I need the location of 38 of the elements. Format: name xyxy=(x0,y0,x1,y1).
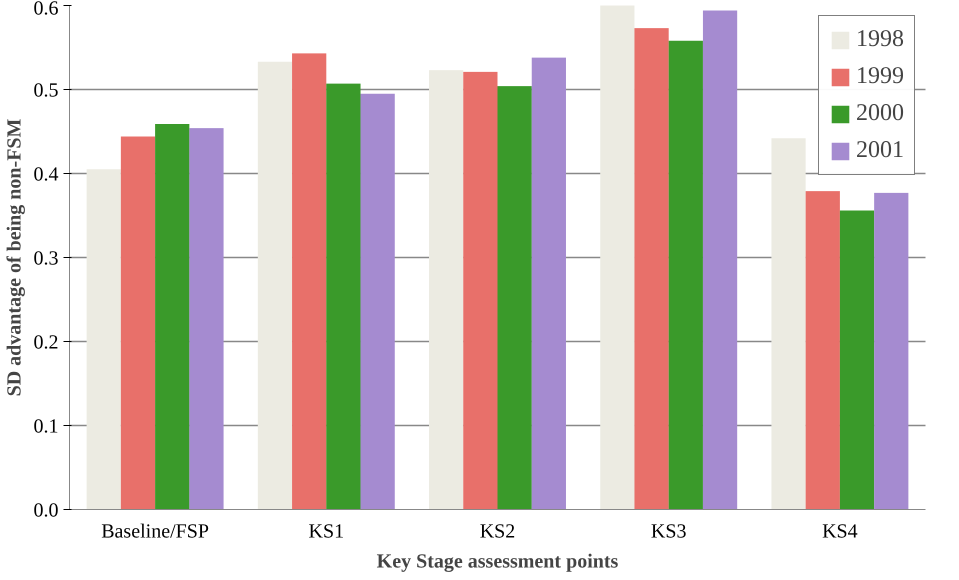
bar xyxy=(155,124,190,510)
bar xyxy=(292,53,326,510)
bar xyxy=(532,58,566,510)
x-tick-label: KS1 xyxy=(308,520,344,542)
bar xyxy=(498,86,532,510)
bar xyxy=(360,94,395,510)
bar xyxy=(771,138,806,510)
x-tick-label: KS2 xyxy=(480,520,516,542)
bar xyxy=(806,191,840,510)
legend-label: 2000 xyxy=(856,100,904,127)
legend-label: 1999 xyxy=(856,63,904,90)
bar xyxy=(189,128,224,510)
y-tick-label: 0.6 xyxy=(34,0,58,20)
x-axis-title: Key Stage assessment points xyxy=(376,550,619,572)
bar xyxy=(634,28,669,510)
y-tick-label: 0.4 xyxy=(34,164,58,186)
bar xyxy=(326,84,361,510)
legend-label: 1998 xyxy=(856,26,904,53)
bar xyxy=(463,72,498,510)
bar xyxy=(840,210,874,510)
bar xyxy=(120,136,156,510)
bar xyxy=(668,40,703,510)
bar xyxy=(600,6,634,510)
legend-label: 2001 xyxy=(856,137,904,164)
bar xyxy=(429,70,464,510)
y-tick-label: 0.1 xyxy=(34,416,58,438)
y-tick-label: 0.5 xyxy=(34,80,58,102)
y-tick-label: 0.3 xyxy=(34,248,58,270)
bar xyxy=(258,62,292,510)
y-tick-label: 0.0 xyxy=(34,500,58,522)
bar xyxy=(86,169,121,510)
x-tick-label: Baseline/FSP xyxy=(101,520,209,542)
bar xyxy=(702,10,738,510)
y-tick-label: 0.2 xyxy=(34,332,58,354)
bar xyxy=(874,192,908,510)
y-axis-title: SD advantage of being non-FSM xyxy=(4,118,26,396)
x-tick-label: KS3 xyxy=(650,520,686,542)
x-tick-label: KS4 xyxy=(822,520,858,542)
